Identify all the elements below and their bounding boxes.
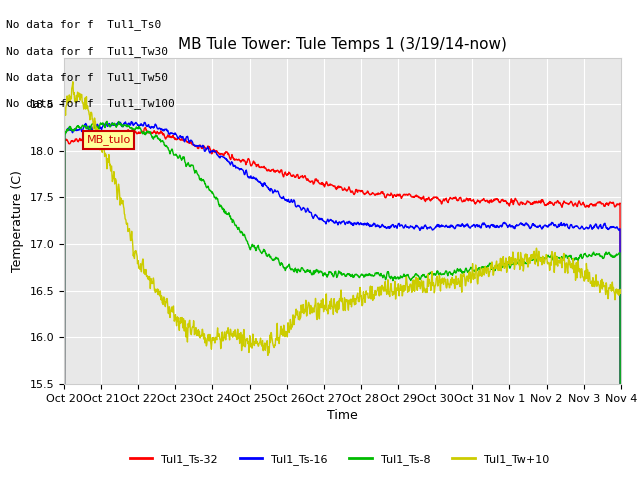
Tul1_Ts-8 <box>502 263 509 268</box>
Line: Tul1_Tw+10: Tul1_Tw+10 <box>64 82 621 480</box>
Tul1_Ts-32 <box>184 139 192 144</box>
Tul1_Ts-32 <box>171 135 179 141</box>
Text: No data for f  Tul1_Tw30: No data for f Tul1_Tw30 <box>6 46 168 57</box>
Tul1_Ts-8 <box>551 254 559 260</box>
Tul1_Tw+10 <box>171 316 179 322</box>
Tul1_Ts-16 <box>502 221 509 227</box>
Tul1_Ts-16 <box>184 136 192 142</box>
Tul1_Tw+10 <box>502 255 509 261</box>
Tul1_Ts-8 <box>171 152 179 158</box>
Tul1_Ts-32 <box>142 125 150 131</box>
Tul1_Ts-16 <box>171 132 179 137</box>
Text: No data for f  Tul1_Ts0: No data for f Tul1_Ts0 <box>6 19 162 30</box>
Y-axis label: Temperature (C): Temperature (C) <box>11 170 24 272</box>
Tul1_Tw+10 <box>617 287 625 292</box>
X-axis label: Time: Time <box>327 409 358 422</box>
Tul1_Tw+10 <box>69 79 77 84</box>
Text: No data for f  Tul1_Tw100: No data for f Tul1_Tw100 <box>6 98 175 109</box>
Tul1_Tw+10 <box>184 321 192 326</box>
Tul1_Ts-16 <box>551 222 559 228</box>
Text: MB_tulo: MB_tulo <box>86 134 131 145</box>
Tul1_Ts-16 <box>246 173 254 179</box>
Tul1_Ts-8 <box>246 247 254 252</box>
Tul1_Ts-8 <box>184 160 192 166</box>
Line: Tul1_Ts-16: Tul1_Ts-16 <box>64 121 621 480</box>
Tul1_Ts-32 <box>551 200 559 205</box>
Title: MB Tule Tower: Tule Temps 1 (3/19/14-now): MB Tule Tower: Tule Temps 1 (3/19/14-now… <box>178 37 507 52</box>
Tul1_Ts-32 <box>502 199 509 204</box>
Text: No data for f  Tul1_Tw50: No data for f Tul1_Tw50 <box>6 72 168 83</box>
Tul1_Ts-8 <box>103 119 111 124</box>
Line: Tul1_Ts-8: Tul1_Ts-8 <box>64 121 621 480</box>
Tul1_Ts-8 <box>429 271 437 277</box>
Tul1_Tw+10 <box>429 280 437 286</box>
Tul1_Tw+10 <box>551 250 559 255</box>
Tul1_Ts-16 <box>127 119 135 124</box>
Tul1_Ts-32 <box>246 162 254 168</box>
Tul1_Ts-32 <box>429 195 437 201</box>
Tul1_Tw+10 <box>246 342 254 348</box>
Legend: Tul1_Ts-32, Tul1_Ts-16, Tul1_Ts-8, Tul1_Tw+10: Tul1_Ts-32, Tul1_Ts-16, Tul1_Ts-8, Tul1_… <box>125 450 553 469</box>
Line: Tul1_Ts-32: Tul1_Ts-32 <box>64 128 621 480</box>
Tul1_Ts-16 <box>429 227 437 233</box>
